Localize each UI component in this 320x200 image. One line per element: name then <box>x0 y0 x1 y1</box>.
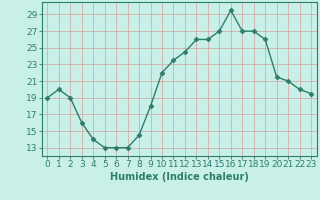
X-axis label: Humidex (Indice chaleur): Humidex (Indice chaleur) <box>110 172 249 182</box>
